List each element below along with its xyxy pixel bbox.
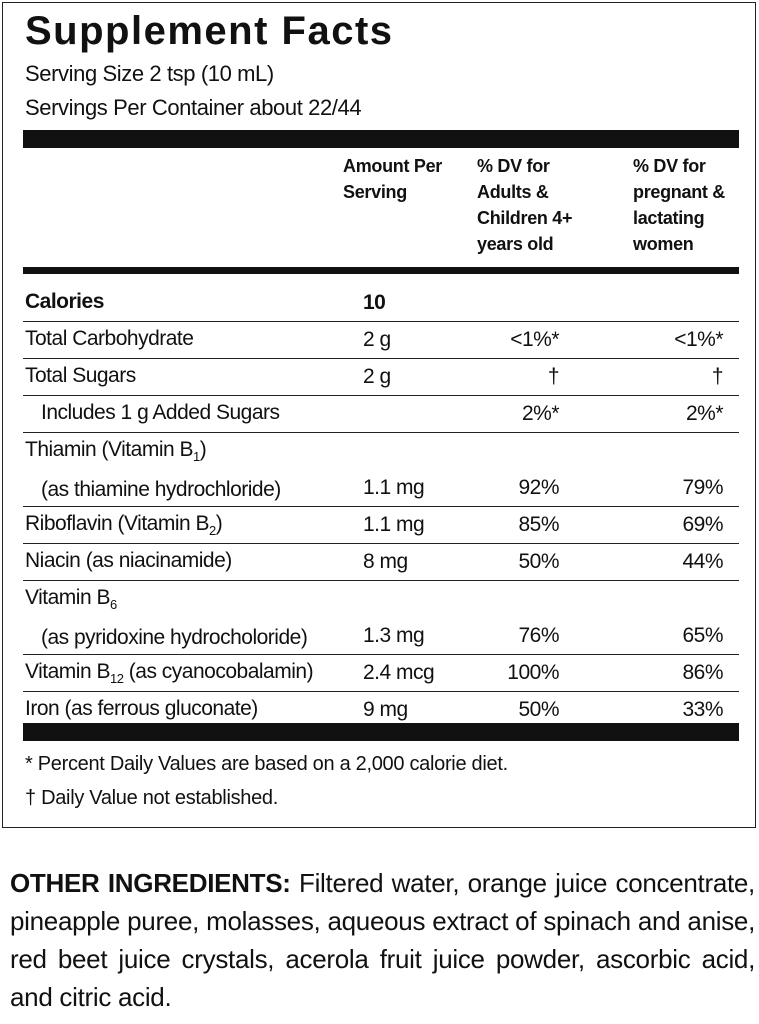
servings-per-container: Servings Per Container about 22/44 bbox=[25, 95, 362, 120]
nutrient-name: Iron (as ferrous gluconate) bbox=[23, 692, 739, 725]
other-ingredients: OTHER INGREDIENTS: Filtered water, orang… bbox=[10, 864, 755, 1016]
nutrient-name: Calories bbox=[23, 285, 739, 318]
thick-rule bbox=[23, 130, 739, 148]
amount: 2.4 mcg bbox=[363, 661, 435, 685]
name-text: Thiamin (Vitamin B bbox=[25, 438, 194, 461]
dv-pregnant: 65% bbox=[682, 624, 723, 648]
dv-pregnant: † bbox=[711, 365, 724, 388]
nutrient-row: Riboflavin (Vitamin B2) 1.1 mg 85% 69% bbox=[23, 507, 739, 547]
medium-rule bbox=[23, 267, 739, 274]
facts-panel: Supplement Facts Serving Size 2 tsp (10 … bbox=[2, 2, 756, 828]
nutrient-row: Total Sugars 2 g † † bbox=[23, 359, 739, 396]
footnote: * Percent Daily Values are based on a 2,… bbox=[25, 753, 508, 775]
amount: 10 bbox=[363, 291, 386, 314]
amount: 2 g bbox=[363, 328, 391, 351]
serving-size: Serving Size 2 tsp (10 mL) bbox=[25, 61, 274, 86]
subscript: 2 bbox=[209, 523, 216, 539]
dv-pregnant: 86% bbox=[682, 661, 723, 685]
thick-rule bbox=[23, 723, 739, 741]
nutrient-rows: Calories 10 Total Carbohydrate 2 g <1%* <1%* T… bbox=[23, 285, 739, 728]
nutrient-row: Total Carbohydrate 2 g <1%* <1%* bbox=[23, 322, 739, 359]
name-text: Niacin (as niacinamide) bbox=[25, 549, 232, 573]
dv-pregnant: 33% bbox=[682, 698, 723, 722]
dv-adults: 85% bbox=[518, 513, 559, 537]
header: Amount Per Serving bbox=[343, 156, 443, 202]
amount: 2 g bbox=[363, 365, 391, 388]
nutrient-row: Calories 10 bbox=[23, 285, 739, 322]
dv-adults: 50% bbox=[518, 550, 559, 574]
dv-adults: 50% bbox=[518, 698, 559, 722]
subscript: 1 bbox=[193, 449, 200, 465]
nutrient-row: Iron (as ferrous gluconate) 9 mg 50% 33% bbox=[23, 692, 739, 728]
nutrient-row: Vitamin B6 (as pyridoxine hydrocholoride)… bbox=[23, 581, 739, 656]
nutrient-name: Total Carbohydrate bbox=[23, 322, 739, 355]
header: % DV for Adults & Children 4+ years old bbox=[477, 156, 573, 254]
nutrient-name: Total Sugars bbox=[23, 359, 739, 392]
amount: 1.1 mg bbox=[363, 513, 425, 537]
dv-adults: 92% bbox=[518, 476, 559, 500]
amount: 8 mg bbox=[363, 550, 408, 574]
nutrient-name: Riboflavin (Vitamin B2) bbox=[23, 507, 739, 547]
title: Supplement Facts bbox=[25, 9, 394, 53]
nutrient-row: Thiamin (Vitamin B1) (as thiamine hydroch… bbox=[23, 433, 739, 508]
header: % DV for pregnant & lactating women bbox=[633, 156, 726, 254]
name-text: (as thiamine hydrochloride) bbox=[41, 478, 281, 502]
nutrient-row: Vitamin B12 (as cyanocobalamin) 2.4 mcg 10… bbox=[23, 655, 739, 695]
amount: 1.3 mg bbox=[363, 624, 425, 648]
name-text: Riboflavin (Vitamin B bbox=[25, 512, 210, 536]
ingredients-label: OTHER INGREDIENTS: bbox=[10, 868, 291, 898]
name-text: (as cyanocobalamin) bbox=[123, 660, 314, 684]
name-text: (as pyridoxine hydrocholoride) bbox=[41, 626, 308, 650]
name-text: Vitamin B bbox=[25, 660, 111, 684]
name-text: Vitamin B bbox=[25, 586, 111, 610]
nutrient-row: Includes 1 g Added Sugars 2%* 2%* bbox=[23, 396, 739, 433]
dv-pregnant: 69% bbox=[682, 513, 723, 537]
dv-adults: 2%* bbox=[521, 402, 560, 425]
name-text: Includes 1 g Added Sugars bbox=[41, 401, 280, 424]
dv-pregnant: <1%* bbox=[674, 328, 723, 351]
name-text: Total Sugars bbox=[25, 364, 136, 387]
subscript: 6 bbox=[110, 597, 117, 613]
nutrient-row: Niacin (as niacinamide) 8 mg 50% 44% bbox=[23, 544, 739, 582]
subscript: 12 bbox=[110, 671, 124, 687]
ingredients-text: Filtered water, orange juice concentrate… bbox=[10, 868, 755, 1012]
name-text: Calories bbox=[25, 290, 104, 313]
name-text: ) bbox=[199, 438, 207, 461]
dv-adults: 100% bbox=[507, 661, 559, 685]
nutrient-name: Vitamin B6 bbox=[23, 581, 739, 621]
dv-pregnant: 2%* bbox=[685, 402, 724, 425]
dv-pregnant: 79% bbox=[682, 476, 723, 500]
amount: 1.1 mg bbox=[363, 476, 425, 500]
dv-adults: 76% bbox=[518, 624, 559, 648]
dv-pregnant: 44% bbox=[682, 550, 723, 574]
name-text: ) bbox=[215, 512, 223, 536]
footnote: † Daily Value not established. bbox=[25, 787, 279, 809]
nutrient-name: Niacin (as niacinamide) bbox=[23, 544, 739, 577]
name-text: Iron (as ferrous gluconate) bbox=[25, 697, 258, 721]
dv-adults: † bbox=[547, 365, 560, 388]
nutrient-name: Vitamin B12 (as cyanocobalamin) bbox=[23, 655, 739, 695]
dv-adults: <1%* bbox=[510, 328, 559, 351]
name-text: Total Carbohydrate bbox=[25, 327, 194, 350]
amount: 9 mg bbox=[363, 698, 408, 722]
nutrient-name: Thiamin (Vitamin B1) bbox=[23, 433, 739, 473]
nutrient-name: (as pyridoxine hydrocholoride) bbox=[23, 621, 739, 654]
nutrient-name: Includes 1 g Added Sugars bbox=[23, 396, 739, 429]
nutrient-name: (as thiamine hydrochloride) bbox=[23, 473, 739, 506]
